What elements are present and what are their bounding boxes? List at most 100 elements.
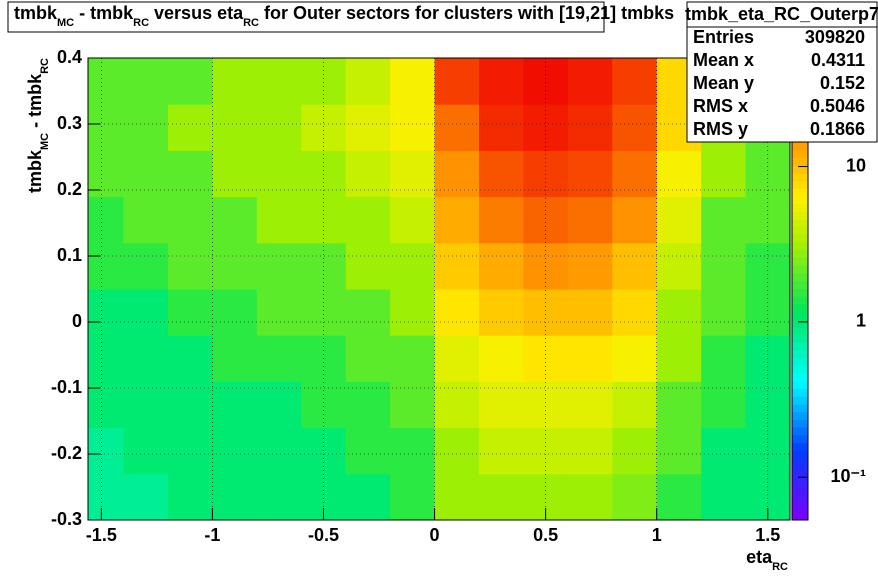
- cell: [301, 58, 347, 105]
- cell: [256, 196, 302, 244]
- colorbar-step: [792, 235, 808, 244]
- cell: [345, 381, 391, 429]
- cell: [212, 289, 258, 336]
- cell: [567, 150, 613, 198]
- subscript: RC: [39, 58, 51, 74]
- colorbar-step: [792, 304, 808, 313]
- cell: [256, 289, 302, 336]
- stats-key: RMS x: [693, 96, 748, 116]
- cell: [656, 335, 702, 382]
- cell: [167, 242, 213, 290]
- cell: [656, 242, 702, 290]
- cell: [701, 427, 747, 475]
- cell: [390, 58, 436, 105]
- cell: [301, 196, 347, 244]
- colorbar-step: [792, 296, 808, 305]
- cell: [256, 427, 302, 475]
- cell: [212, 150, 258, 198]
- cell: [656, 473, 702, 520]
- cell: [434, 150, 480, 198]
- colorbar-step: [792, 273, 808, 282]
- colorbar-step: [792, 327, 808, 336]
- cell: [656, 381, 702, 429]
- colorbar-step: [792, 366, 808, 375]
- cell: [523, 289, 569, 336]
- cell: [612, 58, 658, 105]
- colorbar-step: [792, 389, 808, 398]
- cell: [567, 427, 613, 475]
- cell: [567, 381, 613, 429]
- cell: [434, 381, 480, 429]
- y-tick-label: 0.2: [57, 179, 82, 199]
- colorbar-step: [792, 265, 808, 275]
- cell: [88, 473, 125, 520]
- colorbar-step: [792, 427, 808, 436]
- colorbar-step: [792, 435, 808, 444]
- colorbar-step: [792, 381, 808, 390]
- cell: [123, 196, 169, 244]
- colorbar-step: [792, 196, 808, 205]
- x-tick-label: -1: [204, 525, 220, 545]
- colorbar-step: [792, 458, 808, 467]
- cell: [88, 150, 125, 198]
- colorbar-step: [792, 512, 808, 521]
- cell: [612, 289, 658, 336]
- cell: [88, 242, 125, 290]
- colorbar-step: [792, 342, 808, 352]
- cell: [167, 289, 213, 336]
- cell: [345, 196, 391, 244]
- subscript: RC: [243, 17, 259, 29]
- label-part: tmbk: [25, 149, 45, 193]
- cell: [345, 427, 391, 475]
- z-tick-label: 10⁻¹: [830, 466, 866, 486]
- colorbar-step: [792, 335, 808, 344]
- x-tick-label: 1: [652, 525, 662, 545]
- cell: [434, 289, 480, 336]
- title-box: [7, 1, 605, 33]
- cell: [523, 104, 569, 151]
- cell: [745, 289, 790, 336]
- cell: [301, 289, 347, 336]
- cell: [390, 242, 436, 290]
- cell: [390, 335, 436, 382]
- cell: [567, 473, 613, 520]
- colorbar-step: [792, 504, 808, 513]
- cell: [88, 335, 125, 382]
- cell: [434, 427, 480, 475]
- cell: [390, 427, 436, 475]
- subscript: MC: [39, 133, 51, 150]
- cell: [612, 104, 658, 151]
- cell: [612, 242, 658, 290]
- cell: [256, 335, 302, 382]
- cell: [656, 289, 702, 336]
- cell: [212, 473, 258, 520]
- cell: [434, 104, 480, 151]
- cell: [212, 242, 258, 290]
- cell: [567, 289, 613, 336]
- x-tick-label: 0: [430, 525, 440, 545]
- cell: [123, 381, 169, 429]
- colorbar-step: [792, 219, 808, 228]
- cell: [567, 104, 613, 151]
- cell: [123, 104, 169, 151]
- cell: [167, 335, 213, 382]
- cell: [390, 473, 436, 520]
- stats-value: 0.152: [820, 73, 865, 93]
- colorbar-step: [792, 142, 808, 151]
- cell: [256, 473, 302, 520]
- cell: [434, 242, 480, 290]
- cell: [478, 473, 524, 520]
- cell: [612, 473, 658, 520]
- cell: [167, 427, 213, 475]
- cell: [345, 473, 391, 520]
- cell: [212, 104, 258, 151]
- cell: [478, 196, 524, 244]
- z-tick-label: 1: [856, 311, 866, 331]
- cell: [345, 242, 391, 290]
- cell: [745, 381, 790, 429]
- y-tick-label: 0.4: [57, 47, 82, 67]
- cell: [478, 150, 524, 198]
- subscript: MC: [57, 17, 74, 29]
- x-tick-label: -0.5: [308, 525, 339, 545]
